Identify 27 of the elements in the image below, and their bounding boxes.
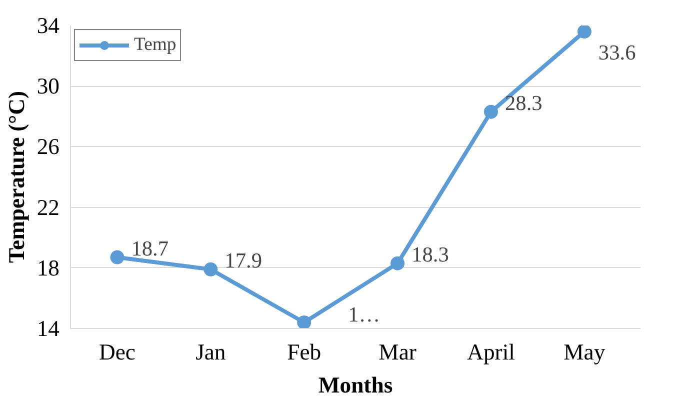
y-tick-label: 34 [36,13,60,38]
y-axis-title: Temperature (°C) [4,90,29,264]
x-tick-label: Jan [196,340,226,364]
data-label: 28.3 [504,90,542,115]
legend-label: Temp [134,34,176,56]
data-label: 18.3 [412,242,449,266]
y-tick-label: 18 [36,255,60,280]
point [297,315,312,328]
point [204,262,218,276]
data-label: 17.9 [224,248,262,272]
y-tick-label: 30 [36,74,60,99]
data-label: 18.7 [131,236,169,260]
x-tick-label: Feb [287,340,322,364]
point [577,26,592,39]
y-tick-label: 26 [36,134,60,160]
x-tick-label: Dec [98,340,136,364]
data-label: 33.6 [598,40,636,65]
x-axis-title: Months [318,372,393,398]
point [484,104,498,119]
x-tick-label: April [467,340,515,364]
data-label: 1… [348,302,380,326]
y-tick-label: 22 [36,194,60,220]
point [110,250,124,264]
y-tick-label: 14 [36,316,60,341]
x-tick-label: Mar [378,340,417,364]
x-tick-label: May [564,340,606,364]
point [390,256,405,270]
